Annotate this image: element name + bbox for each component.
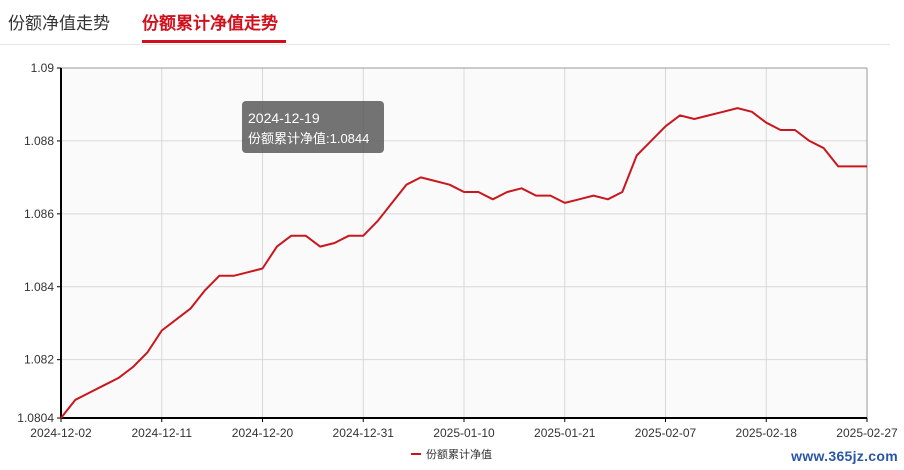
data-point[interactable] — [447, 182, 453, 188]
y-tick-label: 1.082 — [24, 353, 54, 367]
data-point[interactable] — [389, 200, 395, 206]
data-point[interactable] — [605, 196, 611, 202]
tab-nav-trend[interactable]: 份额净值走势 — [8, 14, 110, 33]
data-point[interactable] — [648, 138, 654, 144]
data-point[interactable] — [835, 163, 841, 169]
data-point[interactable] — [519, 185, 525, 191]
data-point[interactable] — [821, 145, 827, 151]
watermark: www.365jz.com — [791, 448, 898, 464]
data-point[interactable] — [288, 233, 294, 239]
data-point[interactable] — [159, 328, 165, 334]
x-tick-label: 2025-01-10 — [433, 426, 495, 440]
legend[interactable]: 份额累计净值 — [411, 447, 492, 461]
x-tick-label: 2024-12-11 — [132, 426, 193, 440]
data-point[interactable] — [591, 193, 597, 199]
y-tick-label: 1.0804 — [17, 411, 54, 425]
y-tick-label: 1.09 — [31, 61, 55, 75]
x-tick-label: 2025-02-07 — [635, 426, 697, 440]
data-point[interactable] — [403, 182, 409, 188]
data-point[interactable] — [130, 364, 136, 370]
data-point[interactable] — [619, 189, 625, 195]
tooltip-date: 2024-12-19 — [248, 110, 320, 126]
tab-divider — [0, 44, 890, 45]
data-point[interactable] — [663, 123, 669, 129]
data-point[interactable] — [562, 200, 568, 206]
data-point[interactable] — [116, 375, 122, 381]
y-tick-label: 1.086 — [24, 207, 54, 221]
tooltip-box — [242, 101, 384, 153]
data-point[interactable] — [260, 266, 266, 272]
data-point[interactable] — [202, 287, 208, 293]
x-tick-label: 2025-02-27 — [836, 426, 898, 440]
data-point[interactable] — [763, 120, 769, 126]
data-point[interactable] — [375, 218, 381, 224]
data-point[interactable] — [735, 105, 741, 111]
data-point[interactable] — [72, 397, 78, 403]
data-point[interactable] — [677, 112, 683, 118]
x-tick-label: 2025-02-18 — [736, 426, 798, 440]
data-point[interactable] — [245, 269, 251, 275]
active-tab-indicator — [142, 40, 286, 43]
data-point[interactable] — [346, 233, 352, 239]
data-point[interactable] — [216, 273, 222, 279]
x-tick-label: 2024-12-31 — [333, 426, 395, 440]
y-tick-label: 1.088 — [24, 134, 54, 148]
data-point[interactable] — [533, 193, 539, 199]
x-tick-label: 2024-12-20 — [232, 426, 294, 440]
series-line-cumulative-nav — [60, 107, 867, 419]
data-point[interactable] — [432, 178, 438, 184]
data-point[interactable] — [303, 233, 309, 239]
data-point[interactable] — [144, 349, 150, 355]
data-point[interactable] — [87, 390, 93, 396]
data-point[interactable] — [806, 138, 812, 144]
data-point[interactable] — [188, 306, 194, 312]
data-point[interactable] — [720, 109, 726, 115]
data-point[interactable] — [691, 116, 697, 122]
data-point[interactable] — [58, 415, 64, 421]
data-point[interactable] — [461, 189, 467, 195]
data-point[interactable] — [418, 174, 424, 180]
tooltip-value: 份额累计净值:1.0844 — [248, 131, 369, 146]
data-point[interactable] — [634, 153, 640, 159]
data-point[interactable] — [317, 244, 323, 250]
data-point[interactable] — [332, 240, 338, 246]
data-point[interactable] — [576, 196, 582, 202]
data-point[interactable] — [547, 193, 553, 199]
data-point[interactable] — [792, 127, 798, 133]
data-point[interactable] — [706, 112, 712, 118]
tab-bar: 份额净值走势 份额累计净值走势 — [0, 0, 904, 45]
data-point[interactable] — [360, 233, 366, 239]
data-point[interactable] — [490, 196, 496, 202]
tooltip: 2024-12-19 份额累计净值:1.0844 — [242, 101, 384, 153]
data-point[interactable] — [475, 189, 481, 195]
legend-label: 份额累计净值 — [426, 447, 492, 461]
data-point[interactable] — [504, 189, 510, 195]
data-point[interactable] — [173, 317, 179, 323]
data-point[interactable] — [850, 163, 856, 169]
data-point[interactable] — [749, 109, 755, 115]
data-point[interactable] — [274, 244, 280, 250]
x-tick-label: 2025-01-21 — [534, 426, 596, 440]
data-point[interactable] — [231, 273, 237, 279]
data-point[interactable] — [778, 127, 784, 133]
x-tick-label: 2024-12-02 — [30, 426, 92, 440]
tab-cumulative-nav-trend[interactable]: 份额累计净值走势 — [142, 14, 278, 33]
data-point[interactable] — [101, 382, 107, 388]
nav-line-chart[interactable]: 1.0804 1.082 1.084 1.086 1.088 1.09 2024-12-02… — [0, 48, 904, 470]
y-tick-label: 1.084 — [24, 280, 54, 294]
data-point[interactable] — [864, 163, 870, 169]
